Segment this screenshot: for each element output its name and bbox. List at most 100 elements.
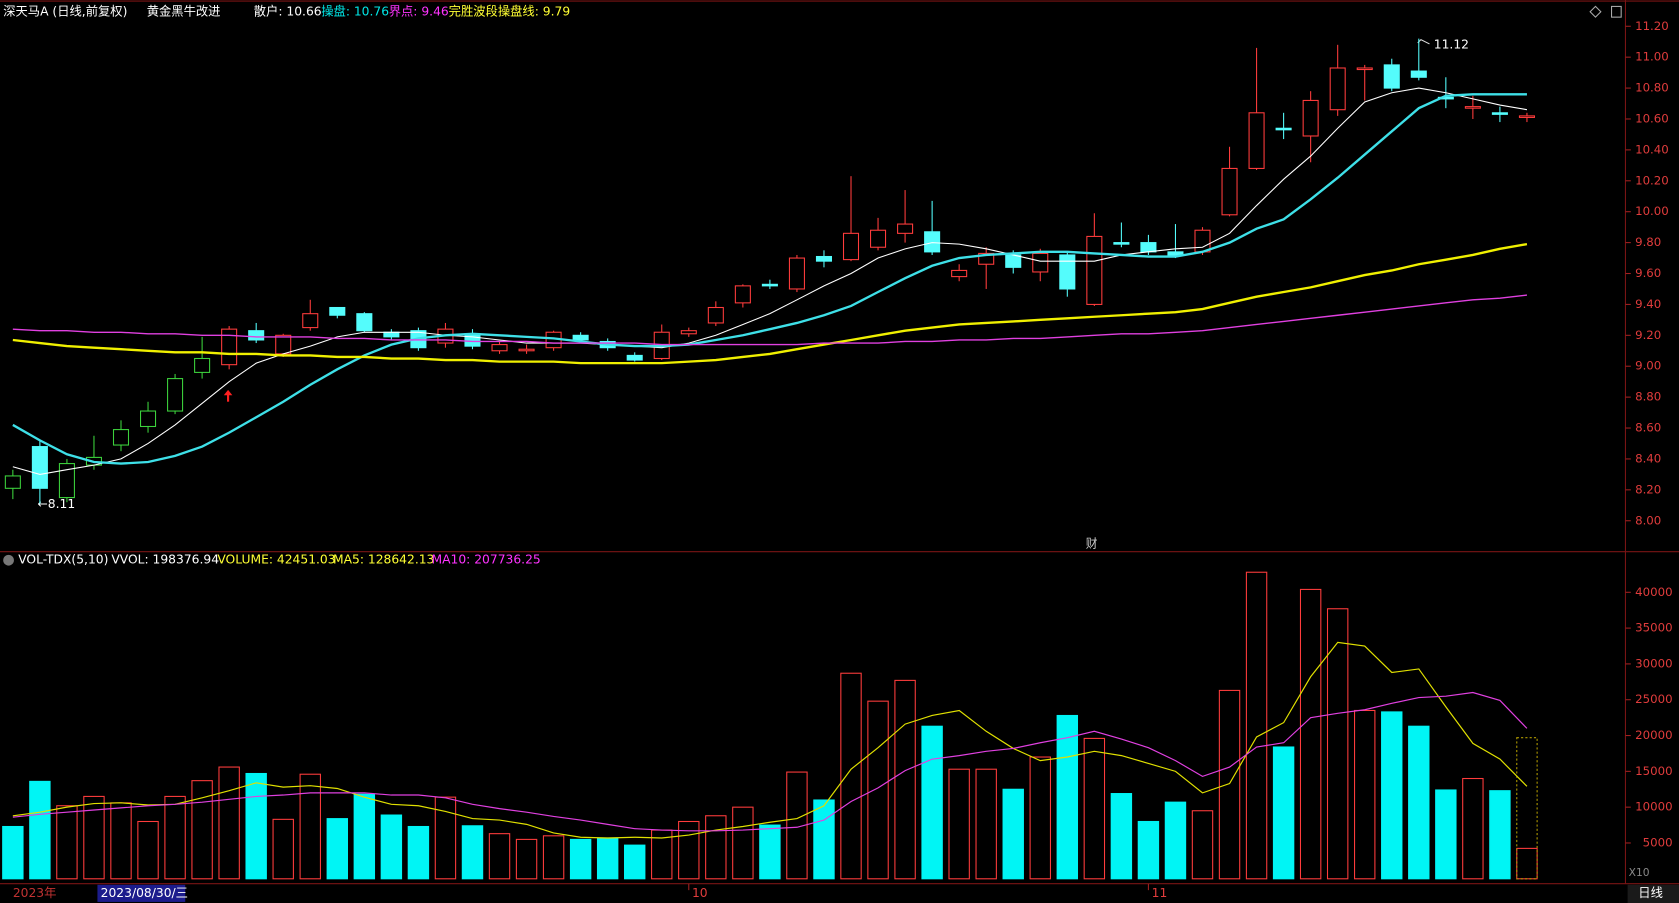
candle-body (329, 306, 346, 316)
candle-body (788, 257, 805, 290)
cursor-date-box (97, 884, 186, 902)
candle-body (1248, 112, 1265, 169)
volume-bar (705, 815, 727, 880)
annotation: 11.12 (1434, 37, 1469, 51)
candle-body (1005, 254, 1022, 268)
icon-square[interactable] (1611, 5, 1622, 18)
stock-title: 深天马A (日线,前复权) (3, 3, 127, 18)
volume-bar (218, 766, 240, 880)
legend-item: 完胜波段操盘线: 9.79 (449, 3, 570, 18)
menu-icon[interactable] (3, 554, 14, 566)
arrow-head (223, 389, 233, 396)
year-label: 2023年 (13, 886, 57, 900)
candle-body (1383, 64, 1400, 89)
candle-body (1329, 67, 1346, 111)
candle-body (734, 285, 751, 304)
candle-body (140, 410, 157, 428)
volume-bar (1381, 711, 1403, 880)
window-icons[interactable] (1589, 5, 1622, 18)
volume-bar (515, 838, 538, 880)
y-tick-label: 8.20 (1635, 482, 1661, 496)
candle-body (302, 313, 319, 329)
volume-title: VOL-TDX(5,10) (18, 553, 108, 567)
candle-body (194, 357, 211, 373)
candle-body (1113, 242, 1130, 245)
y-tick-label: 8.80 (1635, 390, 1661, 404)
volume-bar (1462, 777, 1484, 880)
candle-body (464, 333, 481, 347)
volume-bar (1164, 801, 1187, 880)
volume-bar (975, 768, 997, 880)
candle-body (842, 232, 860, 261)
volume-bar (488, 833, 511, 880)
candle-body (1518, 115, 1535, 118)
volume-bar (1056, 714, 1079, 880)
volume-bar (245, 772, 267, 880)
candle-body (761, 283, 778, 287)
candle-body (1167, 251, 1184, 256)
candle-body (275, 334, 292, 355)
candle-body (356, 313, 373, 332)
y-tick-label: 25000 (1635, 692, 1672, 706)
volume-bar (1245, 571, 1268, 880)
volume-bar (786, 771, 808, 880)
period[interactable]: 日线 (1638, 886, 1663, 900)
legend-item: VVOL: 198376.94 (111, 553, 219, 567)
candle-body (4, 475, 21, 489)
legend-item: 操盘: 10.76 (321, 3, 389, 18)
volume-bar (380, 814, 403, 880)
price-line (12, 242, 1528, 365)
volume-bar (1218, 689, 1241, 880)
y-tick-label: 9.80 (1635, 235, 1661, 249)
volume-bar (1002, 788, 1024, 880)
volume-ma-line (12, 641, 1528, 839)
volume-bar (1191, 810, 1214, 880)
candle-body (1464, 106, 1481, 109)
candle-body (951, 269, 968, 278)
candle-body (572, 334, 589, 341)
y-tick-label: 30000 (1635, 656, 1672, 670)
volume-bar (326, 818, 349, 880)
candle-body (924, 231, 941, 253)
candle-body (1086, 235, 1103, 305)
candle-body (491, 344, 508, 352)
legend-item: MA10: 207736.25 (432, 553, 541, 567)
candle-body (870, 229, 887, 248)
candle-body (518, 348, 535, 352)
price-line (12, 294, 1528, 346)
candle-body (978, 252, 995, 265)
y-tick-label: 11.20 (1635, 19, 1669, 33)
volume-bar (1516, 847, 1538, 880)
volume-bar (867, 700, 889, 880)
volume-bar (164, 795, 186, 880)
y-tick-label: 20000 (1635, 728, 1672, 742)
candle-body (1032, 252, 1049, 273)
candle-body (221, 328, 238, 366)
period-box[interactable] (1627, 884, 1679, 903)
y-tick-label: 9.20 (1635, 328, 1661, 342)
volume-bar (353, 793, 376, 880)
legend-item: 散户: 10.66 (254, 3, 322, 18)
volume-bar (624, 844, 646, 880)
y-tick-label: 40000 (1635, 585, 1672, 599)
y-tick-label: 9.60 (1635, 266, 1661, 280)
candle-body (58, 463, 75, 499)
volume-bar (29, 780, 51, 880)
volume-bar (110, 802, 132, 880)
y-tick-label: 10.80 (1635, 81, 1669, 95)
candle-body (248, 330, 265, 341)
y-tick-label: 15000 (1635, 764, 1672, 778)
y-tick-label: 11.00 (1635, 50, 1669, 64)
candle-body (167, 378, 184, 412)
volume-bar (1435, 789, 1457, 880)
icon-diamond[interactable] (1589, 5, 1602, 18)
legend-item: MA5: 128642.13 (333, 553, 434, 567)
volume-bar (1354, 709, 1376, 880)
candle-body (626, 354, 643, 361)
candle-body (815, 255, 833, 262)
y-tick-label: 10000 (1635, 800, 1672, 814)
volume-bar (1083, 737, 1106, 880)
price-line (12, 93, 1527, 465)
